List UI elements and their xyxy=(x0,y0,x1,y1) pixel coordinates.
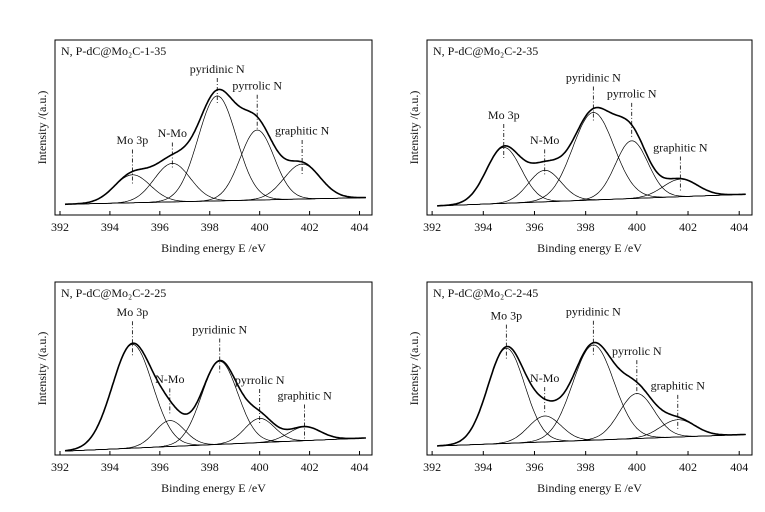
peak-label: pyrrolic N xyxy=(232,78,282,92)
x-tick-label: 396 xyxy=(525,460,543,474)
peak-label: N-Mo xyxy=(155,372,184,386)
peak-label: pyrrolic N xyxy=(607,87,657,101)
peak-label: Mo 3p xyxy=(117,305,149,319)
y-axis-label: Intensity /(a.u.) xyxy=(407,332,421,406)
peak-label: N-Mo xyxy=(158,126,187,140)
peak-label: graphitic N xyxy=(275,124,330,138)
peak-label: pyridinic N xyxy=(190,62,245,76)
x-tick-label: 392 xyxy=(423,220,441,234)
x-tick-label: 392 xyxy=(51,460,69,474)
fit-envelope xyxy=(64,88,366,206)
peak-label: Mo 3p xyxy=(488,108,520,122)
fit-envelope xyxy=(437,341,746,447)
x-tick-label: 400 xyxy=(628,460,646,474)
peak-label: Mo 3p xyxy=(117,133,149,147)
component-peak xyxy=(64,426,366,452)
x-tick-label: 402 xyxy=(679,220,697,234)
peak-label: pyridinic N xyxy=(192,322,247,336)
x-axis-label: Binding energy E /eV xyxy=(161,241,266,255)
panel-title: N, P-dC@Mo₂C-1-35 xyxy=(61,44,166,58)
peak-label: pyridinic N xyxy=(566,70,621,84)
x-tick-label: 400 xyxy=(251,220,269,234)
fit-envelope xyxy=(437,106,746,207)
peak-label: N-Mo xyxy=(530,371,559,385)
x-tick-label: 398 xyxy=(577,460,595,474)
x-tick-label: 400 xyxy=(251,460,269,474)
plot-frame xyxy=(54,281,373,456)
component-peak xyxy=(437,347,746,447)
peak-label: pyrrolic N xyxy=(235,373,285,387)
x-tick-label: 396 xyxy=(151,460,169,474)
x-tick-label: 400 xyxy=(628,220,646,234)
peak-label: graphitic N xyxy=(653,140,708,154)
x-axis-label: Binding energy E /eV xyxy=(537,481,642,495)
y-axis-label: Intensity /(a.u.) xyxy=(35,332,49,406)
component-peak xyxy=(64,418,366,452)
component-peak xyxy=(65,129,366,205)
component-peak xyxy=(437,415,746,447)
x-axis-label: Binding energy E /eV xyxy=(161,481,266,495)
peak-label: Mo 3p xyxy=(490,308,522,322)
x-tick-label: 404 xyxy=(351,460,369,474)
peak-label: pyridinic N xyxy=(566,304,621,318)
x-tick-label: 404 xyxy=(351,220,369,234)
x-tick-label: 394 xyxy=(474,220,492,234)
peak-label: graphitic N xyxy=(277,388,332,402)
component-peak xyxy=(64,360,366,452)
component-peak xyxy=(65,95,366,205)
component-peak xyxy=(437,419,746,447)
plot-frame xyxy=(426,281,753,456)
component-peak xyxy=(437,344,746,447)
x-tick-label: 392 xyxy=(51,220,69,234)
x-tick-label: 398 xyxy=(577,220,595,234)
component-peak xyxy=(64,420,366,452)
panel-title: N, P-dC@Mo₂C-2-45 xyxy=(433,286,538,300)
x-tick-label: 398 xyxy=(201,460,219,474)
x-tick-label: 394 xyxy=(101,220,119,234)
x-tick-label: 398 xyxy=(201,220,219,234)
peak-label: pyrrolic N xyxy=(612,344,662,358)
x-tick-label: 394 xyxy=(474,460,492,474)
y-axis-label: Intensity /(a.u.) xyxy=(407,91,421,165)
fit-envelope xyxy=(64,342,366,452)
component-peak xyxy=(437,112,746,207)
x-tick-label: 396 xyxy=(525,220,543,234)
x-tick-label: 402 xyxy=(679,460,697,474)
x-tick-label: 402 xyxy=(301,220,319,234)
x-tick-label: 404 xyxy=(730,460,748,474)
plot-frame xyxy=(54,39,373,216)
x-tick-label: 404 xyxy=(730,220,748,234)
plot-frame xyxy=(426,39,753,216)
peak-label: graphitic N xyxy=(651,379,706,393)
x-tick-label: 392 xyxy=(423,460,441,474)
component-peak xyxy=(65,163,366,205)
x-tick-label: 402 xyxy=(301,460,319,474)
peak-label: N-Mo xyxy=(530,133,559,147)
x-tick-label: 394 xyxy=(101,460,119,474)
x-tick-label: 396 xyxy=(151,220,169,234)
x-axis-label: Binding energy E /eV xyxy=(537,241,642,255)
panel-title: N, P-dC@Mo₂C-2-35 xyxy=(433,44,538,58)
y-axis-label: Intensity /(a.u.) xyxy=(35,91,49,165)
panel-title: N, P-dC@Mo₂C-2-25 xyxy=(61,286,166,300)
component-peak xyxy=(437,178,746,207)
